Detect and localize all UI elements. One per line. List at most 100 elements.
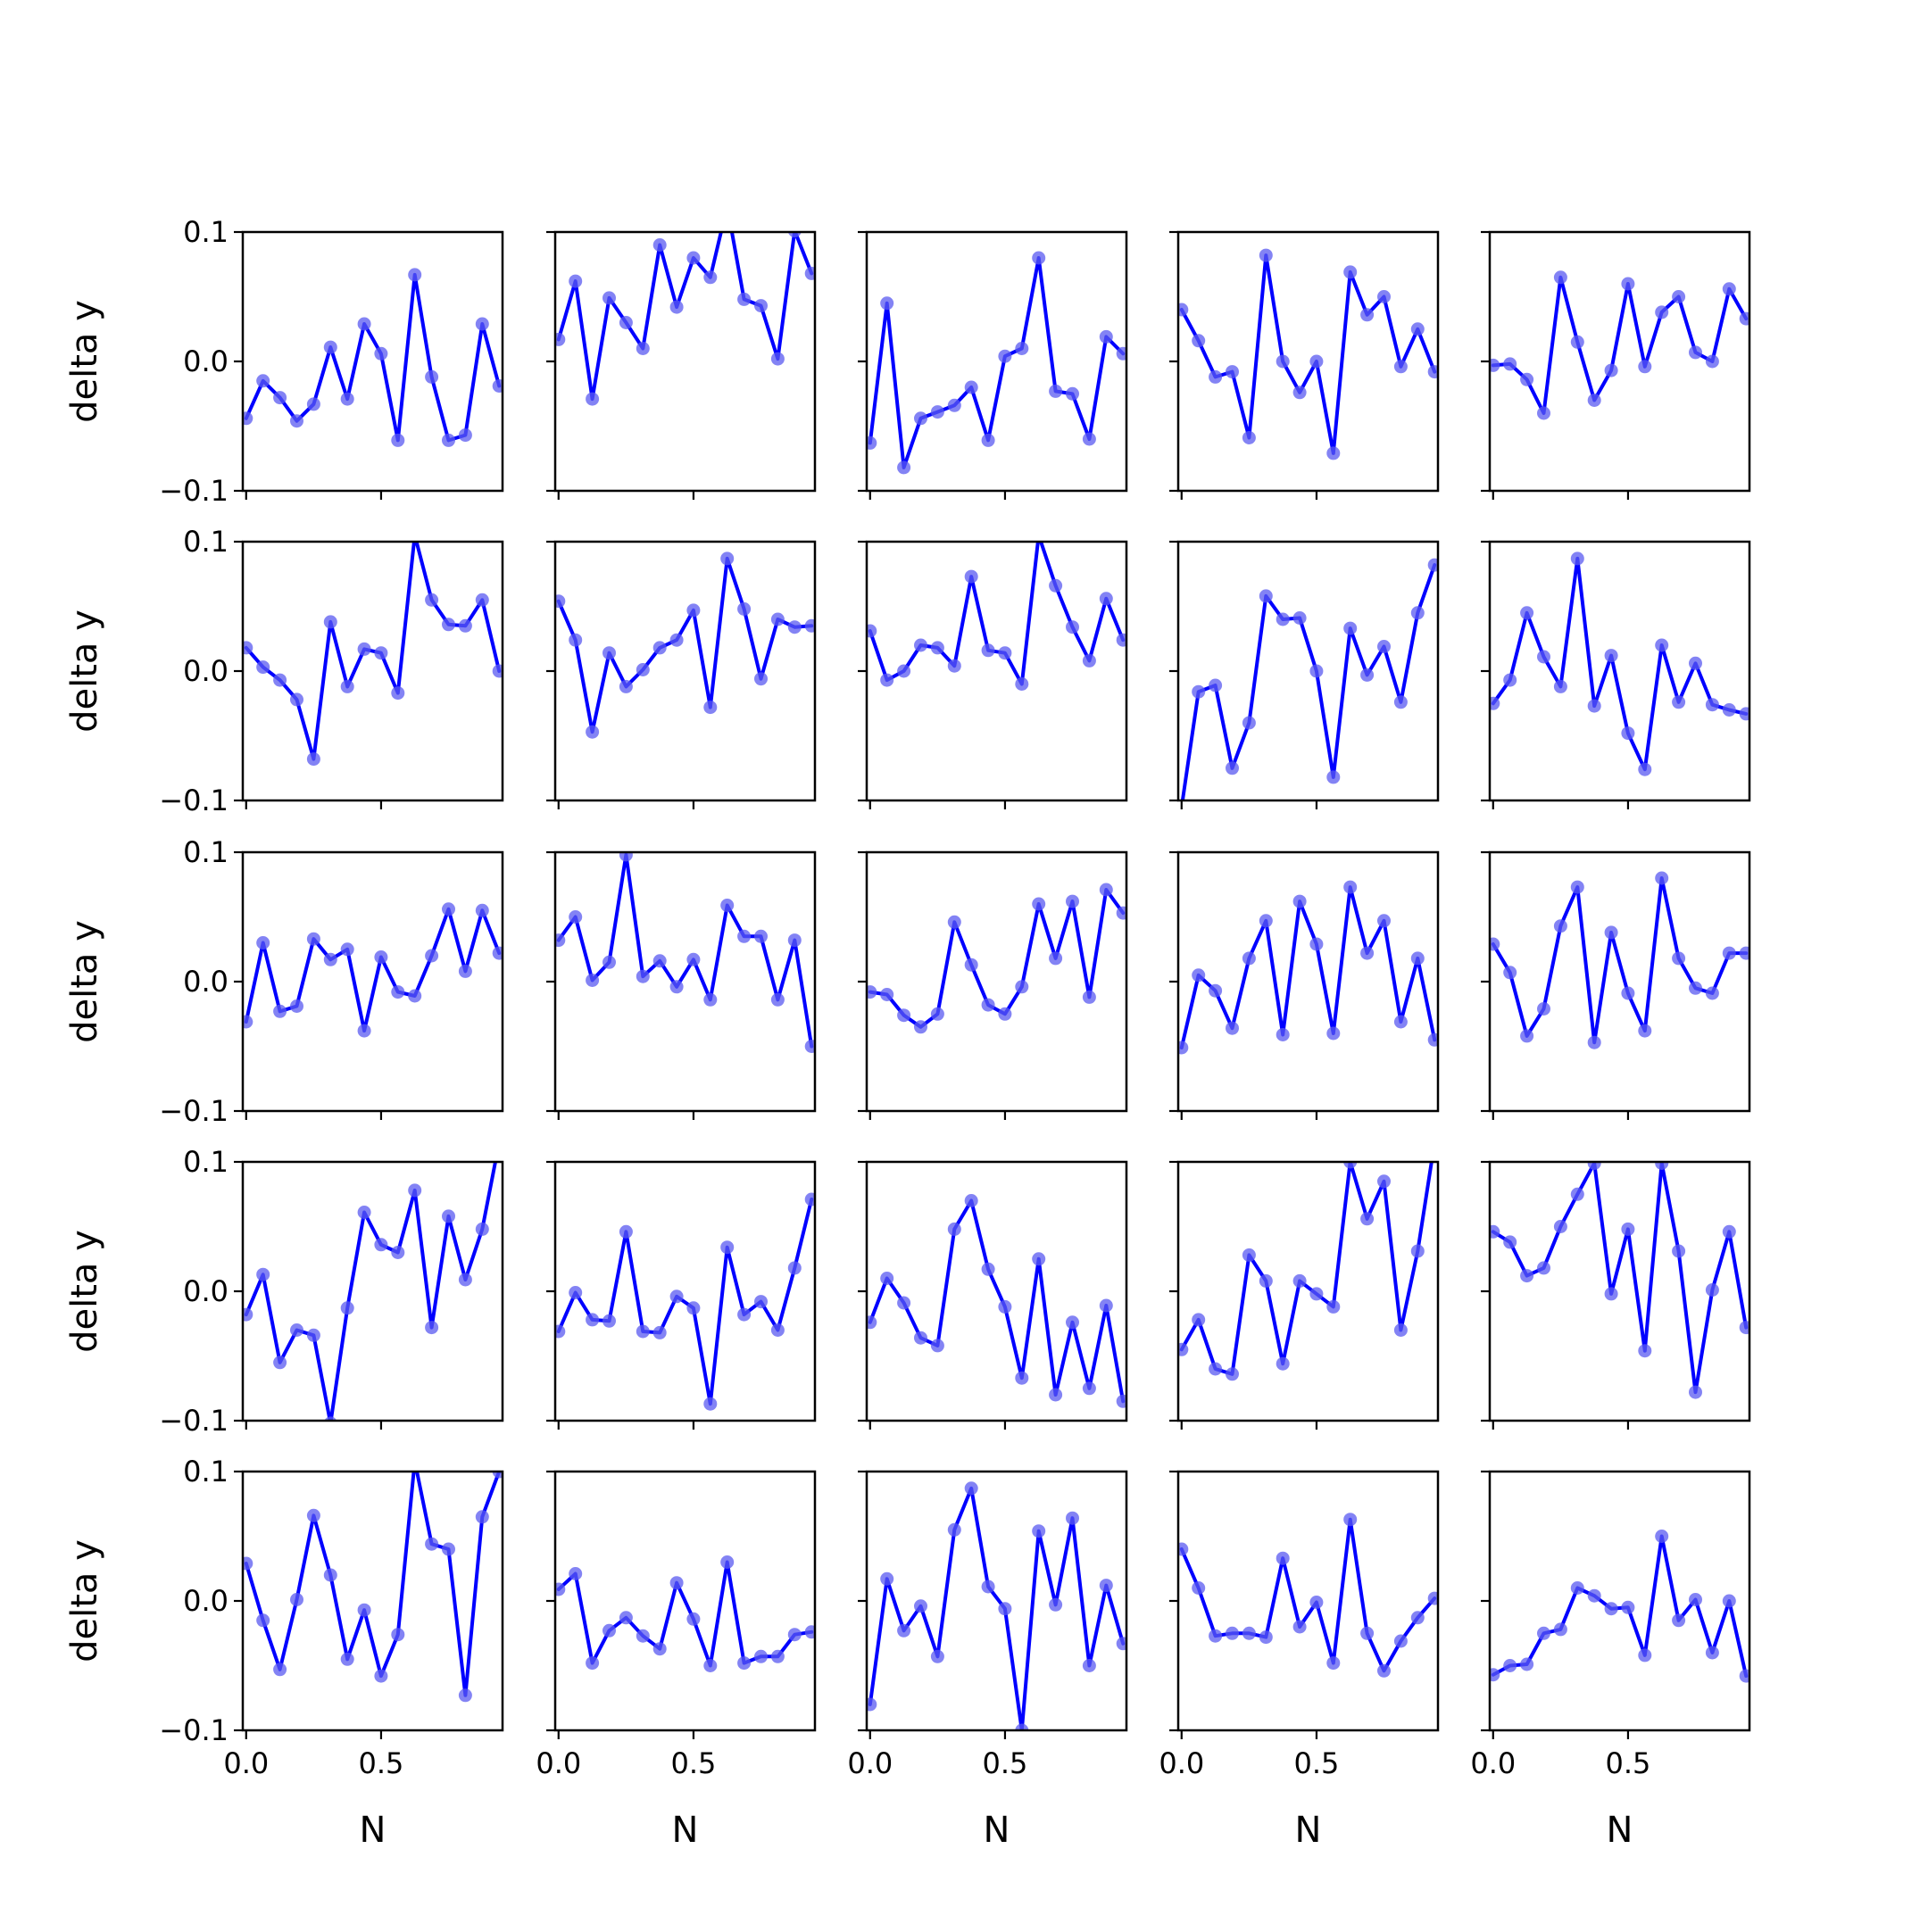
data-point xyxy=(947,398,961,412)
data-point xyxy=(1689,345,1702,360)
y-axis-label: delta y xyxy=(64,609,105,733)
data-point xyxy=(492,664,503,678)
data-point xyxy=(754,929,768,943)
data-point xyxy=(475,1510,489,1524)
data-point xyxy=(1553,679,1567,693)
data-point xyxy=(492,946,503,960)
data-point xyxy=(1621,1222,1635,1236)
data-point xyxy=(1343,265,1358,279)
data-point xyxy=(340,1301,354,1315)
subplot-r4-c3 xyxy=(858,1160,1128,1430)
data-point xyxy=(880,673,894,687)
data-point xyxy=(323,340,337,354)
data-point xyxy=(1672,1244,1686,1258)
x-tick-label: 0.0 xyxy=(1159,1746,1204,1780)
data-point xyxy=(669,980,684,994)
data-point xyxy=(804,618,815,633)
subplot-r2-c1: −0.1 0.0 0.1 delta y xyxy=(64,525,504,817)
series-line xyxy=(244,1472,502,1697)
series-group xyxy=(243,268,503,447)
data-point xyxy=(787,232,802,238)
y-tick-label: 0.1 xyxy=(183,525,229,559)
series-group xyxy=(555,232,815,406)
data-point xyxy=(1520,1657,1534,1671)
data-point xyxy=(1739,1669,1749,1683)
data-point xyxy=(273,1663,287,1677)
data-point xyxy=(1326,770,1341,784)
series-group xyxy=(243,1162,498,1421)
series-line xyxy=(556,1560,814,1668)
x-tick-label: 0.5 xyxy=(1606,1746,1651,1780)
data-point xyxy=(947,1522,961,1537)
data-point xyxy=(1722,1224,1736,1239)
axes-frame xyxy=(1488,850,1751,1113)
data-point xyxy=(1570,1187,1584,1201)
data-point xyxy=(1739,946,1749,960)
x-axis-label: N xyxy=(984,1810,1010,1851)
data-point xyxy=(306,1508,320,1522)
y-tick-label: 0.1 xyxy=(183,215,229,249)
data-point xyxy=(1082,990,1096,1004)
subplot-r5-c4: 0.0 0.5 N xyxy=(1159,1470,1440,1851)
series-line xyxy=(1491,876,1749,1045)
data-point xyxy=(340,679,354,693)
data-point xyxy=(914,1331,927,1345)
data-point xyxy=(1276,612,1290,626)
data-point xyxy=(1116,1637,1126,1651)
data-point xyxy=(475,317,489,331)
series-line xyxy=(556,232,814,402)
series-line xyxy=(244,272,502,443)
data-point xyxy=(1537,1626,1550,1640)
data-point xyxy=(754,672,768,686)
data-point xyxy=(1393,1634,1408,1648)
data-point xyxy=(1276,1356,1290,1371)
data-point xyxy=(737,1307,752,1322)
data-point xyxy=(586,1313,600,1327)
data-point xyxy=(1292,894,1307,908)
data-point xyxy=(914,411,927,426)
subplot-r3-c3 xyxy=(858,850,1128,1120)
data-point xyxy=(754,1295,768,1309)
axes-frame xyxy=(553,540,817,802)
series-line xyxy=(868,256,1126,469)
data-point xyxy=(1604,925,1618,940)
data-point xyxy=(1570,880,1584,894)
data-point xyxy=(243,411,253,426)
series-group xyxy=(1178,880,1438,1055)
data-point xyxy=(1049,384,1063,398)
data-point xyxy=(1672,290,1686,303)
data-point xyxy=(1428,1136,1442,1149)
data-point xyxy=(998,1299,1012,1314)
data-point xyxy=(964,380,978,394)
data-point xyxy=(1410,1244,1425,1258)
data-point xyxy=(1722,703,1736,717)
data-point xyxy=(880,296,894,311)
data-point xyxy=(1360,667,1375,682)
y-axis-label: delta y xyxy=(64,300,105,423)
subplot-r4-c4 xyxy=(1169,1136,1442,1430)
series-group xyxy=(1490,1162,1749,1399)
data-point xyxy=(340,942,354,957)
data-point xyxy=(1360,1212,1375,1226)
data-point xyxy=(703,1659,718,1672)
data-point xyxy=(1621,986,1635,1000)
data-point xyxy=(804,1625,815,1639)
data-point xyxy=(1242,431,1256,444)
data-point xyxy=(1490,696,1500,710)
data-point xyxy=(737,1656,752,1671)
data-point xyxy=(408,1183,422,1198)
data-point xyxy=(897,460,911,475)
data-point xyxy=(867,1697,877,1712)
data-point xyxy=(1739,1321,1749,1335)
data-point xyxy=(1015,980,1029,994)
data-point xyxy=(981,1580,995,1594)
subplot-r4-c1: −0.1 0.0 0.1 delta y xyxy=(64,1145,504,1438)
series-line xyxy=(1179,885,1437,1049)
series-group xyxy=(867,1194,1126,1408)
data-point xyxy=(1242,951,1256,966)
subplot-r2-c5 xyxy=(1481,540,1751,809)
data-point xyxy=(458,428,472,443)
series-group xyxy=(1178,1513,1438,1678)
data-point xyxy=(1689,656,1702,670)
